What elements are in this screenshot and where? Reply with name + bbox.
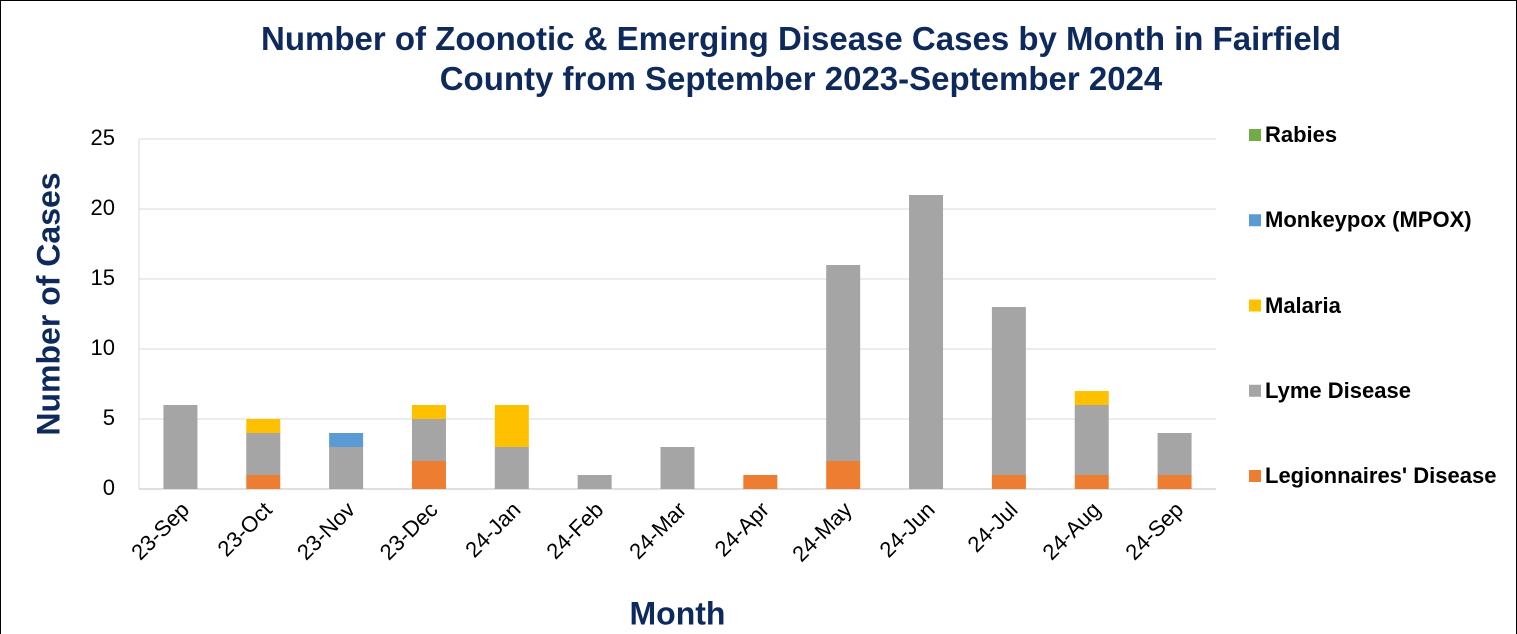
y-tick-label: 0: [103, 475, 115, 500]
bar-segment: [1074, 475, 1109, 489]
x-tick-label: 24-Mar: [624, 497, 691, 564]
legend-swatch: [1249, 214, 1261, 227]
x-tick-label: 24-Jun: [874, 497, 939, 562]
y-tick-label: 25: [91, 125, 115, 150]
legend-label: Monkeypox (MPOX): [1265, 207, 1472, 233]
bar-segment: [329, 447, 364, 489]
bar-segment: [991, 307, 1026, 475]
x-tick-label: 24-May: [787, 497, 857, 567]
legend-swatch: [1249, 384, 1261, 397]
x-tick-label: 24-Jul: [962, 497, 1022, 557]
legend-label: Malaria: [1265, 292, 1341, 318]
legend-swatch: [1249, 470, 1261, 482]
y-axis-label: Number of Cases: [30, 172, 66, 435]
bar-segment: [826, 461, 861, 489]
x-tick-label: 23-Oct: [213, 497, 277, 561]
y-tick-label: 5: [103, 405, 115, 430]
bar-segment: [246, 419, 281, 433]
legend-label: Lyme Disease: [1265, 377, 1411, 403]
legend-label: Rabies: [1265, 122, 1338, 147]
bar-segment: [411, 461, 446, 489]
bar-segment: [494, 447, 529, 489]
x-tick-label: 23-Dec: [375, 497, 443, 565]
bar-segment: [743, 475, 778, 489]
bar-segment: [494, 405, 529, 447]
bar-segment: [909, 195, 944, 489]
bar-segment: [1074, 405, 1109, 475]
x-axis-label: Month: [630, 595, 726, 631]
legend-label: Legionnaires' Disease: [1265, 463, 1497, 488]
x-tick-label: 23-Sep: [126, 497, 194, 565]
chart-title: Number of Zoonotic & Emerging Disease Ca…: [261, 20, 1341, 97]
bar-segment: [577, 475, 612, 489]
x-tick-label: 23-Nov: [292, 497, 360, 565]
x-tick-label: 24-Aug: [1038, 497, 1106, 565]
bar-segment: [1157, 475, 1192, 489]
legend-swatch: [1249, 299, 1261, 312]
x-tick-label: 24-Sep: [1120, 497, 1188, 565]
bar-segment: [411, 419, 446, 461]
bar-segment: [246, 475, 281, 489]
x-tick-label: 24-Apr: [710, 497, 774, 561]
y-tick-label: 20: [91, 195, 115, 220]
bar-segment: [246, 433, 281, 475]
bar-segment: [329, 433, 364, 447]
bar-segment: [411, 405, 446, 419]
bar-segment: [826, 265, 861, 461]
y-tick-label: 15: [91, 265, 115, 290]
x-tick-label: 24-Jan: [460, 497, 525, 562]
bar-segment: [1157, 433, 1192, 475]
x-tick-label: 24-Feb: [541, 497, 608, 564]
legend-swatch: [1249, 129, 1261, 141]
bar-segment: [163, 405, 198, 489]
bar-segment: [1074, 391, 1109, 405]
bar-segment: [991, 475, 1026, 489]
y-tick-label: 10: [91, 335, 115, 360]
bar-segment: [660, 447, 695, 489]
